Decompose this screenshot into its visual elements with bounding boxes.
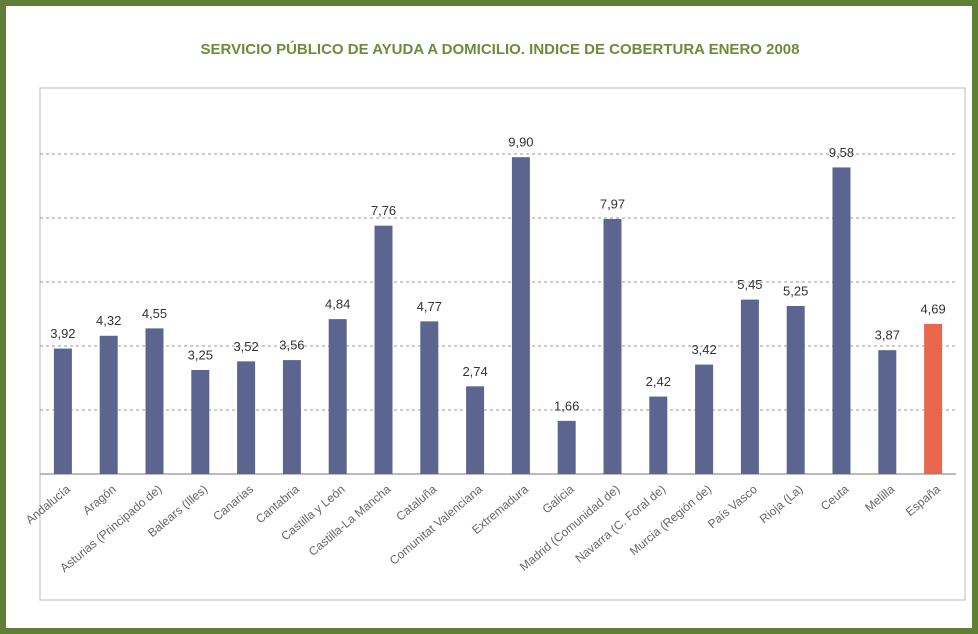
value-label: 7,76 (371, 203, 396, 218)
bar (557, 420, 576, 474)
value-label: 1,66 (554, 398, 579, 413)
bar (374, 225, 393, 474)
bar (511, 157, 530, 474)
bar (145, 328, 164, 474)
chart-title: SERVICIO PÚBLICO DE AYUDA A DOMICILIO. I… (201, 40, 800, 58)
bar (53, 348, 72, 474)
bar (786, 306, 805, 474)
bar (420, 321, 439, 474)
bar (328, 319, 347, 474)
bar (924, 323, 943, 474)
value-label: 3,92 (50, 326, 75, 341)
bar (649, 396, 668, 474)
value-label: 2,74 (462, 364, 487, 379)
bar (603, 218, 622, 474)
bar (466, 386, 485, 474)
bar (237, 361, 256, 474)
value-label: 3,87 (875, 328, 900, 343)
value-label: 9,58 (829, 145, 854, 160)
value-label: 3,42 (691, 342, 716, 357)
value-label: 3,56 (279, 338, 304, 353)
bar (878, 350, 897, 474)
value-label: 7,97 (600, 196, 625, 211)
value-label: 4,55 (142, 306, 167, 321)
value-label: 3,52 (233, 339, 258, 354)
bar (832, 167, 851, 474)
value-label: 4,84 (325, 297, 350, 312)
bar (282, 360, 301, 474)
value-label: 5,45 (737, 277, 762, 292)
bar (695, 364, 714, 474)
bar (740, 299, 759, 474)
value-label: 5,25 (783, 283, 808, 298)
value-label: 4,32 (96, 313, 121, 328)
value-label: 9,90 (508, 135, 533, 150)
value-label: 4,77 (417, 299, 442, 314)
value-label: 4,69 (920, 301, 945, 316)
value-label: 3,25 (188, 347, 213, 362)
value-label: 2,42 (646, 374, 671, 389)
bar (191, 370, 210, 474)
plot-box (39, 87, 966, 601)
bar (99, 335, 118, 474)
